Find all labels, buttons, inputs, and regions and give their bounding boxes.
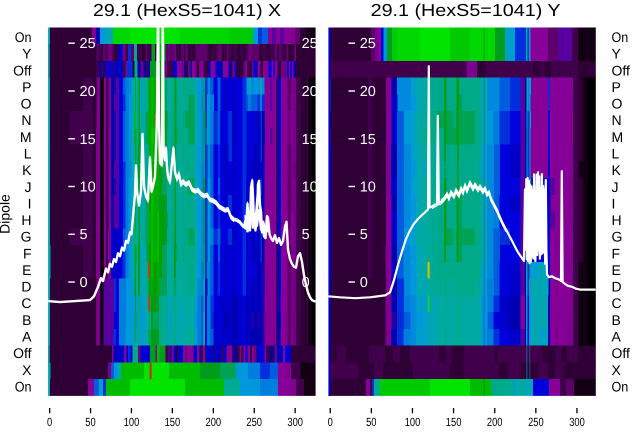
svg-text:0: 0 [360,275,368,291]
svg-text:A: A [22,329,32,345]
svg-text:P: P [612,79,621,95]
svg-text:F: F [23,245,32,261]
svg-text:G: G [612,229,623,245]
svg-text:K: K [612,162,622,178]
svg-text:15: 15 [360,132,376,148]
svg-text:150: 150 [446,415,462,429]
svg-text:On: On [612,29,629,45]
svg-text:10: 10 [302,180,318,196]
svg-text:300: 300 [569,415,585,429]
svg-text:On: On [612,378,629,394]
svg-text:5: 5 [80,227,88,243]
svg-text:5: 5 [302,227,310,243]
svg-text:A: A [612,329,622,345]
svg-text:50: 50 [85,415,96,429]
svg-text:E: E [22,262,31,278]
svg-text:D: D [612,279,622,295]
svg-text:J: J [612,179,619,195]
svg-text:J: J [25,179,32,195]
svg-text:On: On [15,378,32,394]
svg-text:M: M [20,129,32,145]
svg-text:C: C [21,295,31,311]
svg-text:E: E [612,262,621,278]
svg-text:250: 250 [246,415,262,429]
svg-text:200: 200 [487,415,503,429]
svg-text:X: X [22,362,32,378]
svg-text:200: 200 [206,415,222,429]
svg-text:M: M [612,129,624,145]
svg-text:N: N [21,112,31,128]
svg-text:B: B [22,312,31,328]
svg-text:I: I [28,195,32,211]
svg-text:I: I [612,195,616,211]
svg-text:0: 0 [47,415,52,429]
svg-text:0: 0 [302,275,310,291]
svg-text:D: D [21,279,31,295]
svg-text:L: L [24,146,32,162]
svg-text:300: 300 [287,415,303,429]
svg-text:10: 10 [80,180,96,196]
svg-text:X: X [612,362,622,378]
svg-text:100: 100 [405,415,421,429]
svg-text:Y: Y [612,46,622,62]
svg-text:P: P [22,79,31,95]
svg-text:50: 50 [366,415,377,429]
svg-text:O: O [21,96,32,112]
svg-text:5: 5 [360,227,368,243]
svg-text:25: 25 [302,36,318,52]
svg-text:F: F [612,245,621,261]
svg-text:G: G [21,229,32,245]
svg-text:N: N [612,112,622,128]
svg-text:B: B [612,312,621,328]
svg-text:Off: Off [13,62,32,78]
svg-text:Y: Y [22,46,32,62]
svg-text:10: 10 [360,180,376,196]
svg-text:H: H [21,212,31,228]
svg-text:O: O [612,96,623,112]
svg-text:29.1 (HexS5=1041) Y: 29.1 (HexS5=1041) Y [371,0,562,20]
svg-text:L: L [612,146,620,162]
svg-text:On: On [15,29,32,45]
svg-text:100: 100 [124,415,140,429]
svg-text:K: K [22,162,32,178]
svg-text:25: 25 [80,36,96,52]
svg-text:0: 0 [80,275,88,291]
svg-text:15: 15 [302,132,318,148]
svg-text:Dipole: Dipole [0,194,13,234]
svg-text:Off: Off [612,345,631,361]
svg-text:Off: Off [13,345,32,361]
svg-text:20: 20 [360,84,376,100]
svg-text:C: C [612,295,622,311]
svg-text:H: H [612,212,622,228]
svg-text:25: 25 [360,36,376,52]
svg-text:15: 15 [80,132,96,148]
svg-text:150: 150 [165,415,181,429]
svg-text:0: 0 [328,415,333,429]
svg-text:Off: Off [612,62,631,78]
svg-text:20: 20 [302,84,318,100]
svg-text:20: 20 [80,84,96,100]
svg-text:250: 250 [528,415,544,429]
svg-text:29.1 (HexS5=1041) X: 29.1 (HexS5=1041) X [93,0,282,20]
